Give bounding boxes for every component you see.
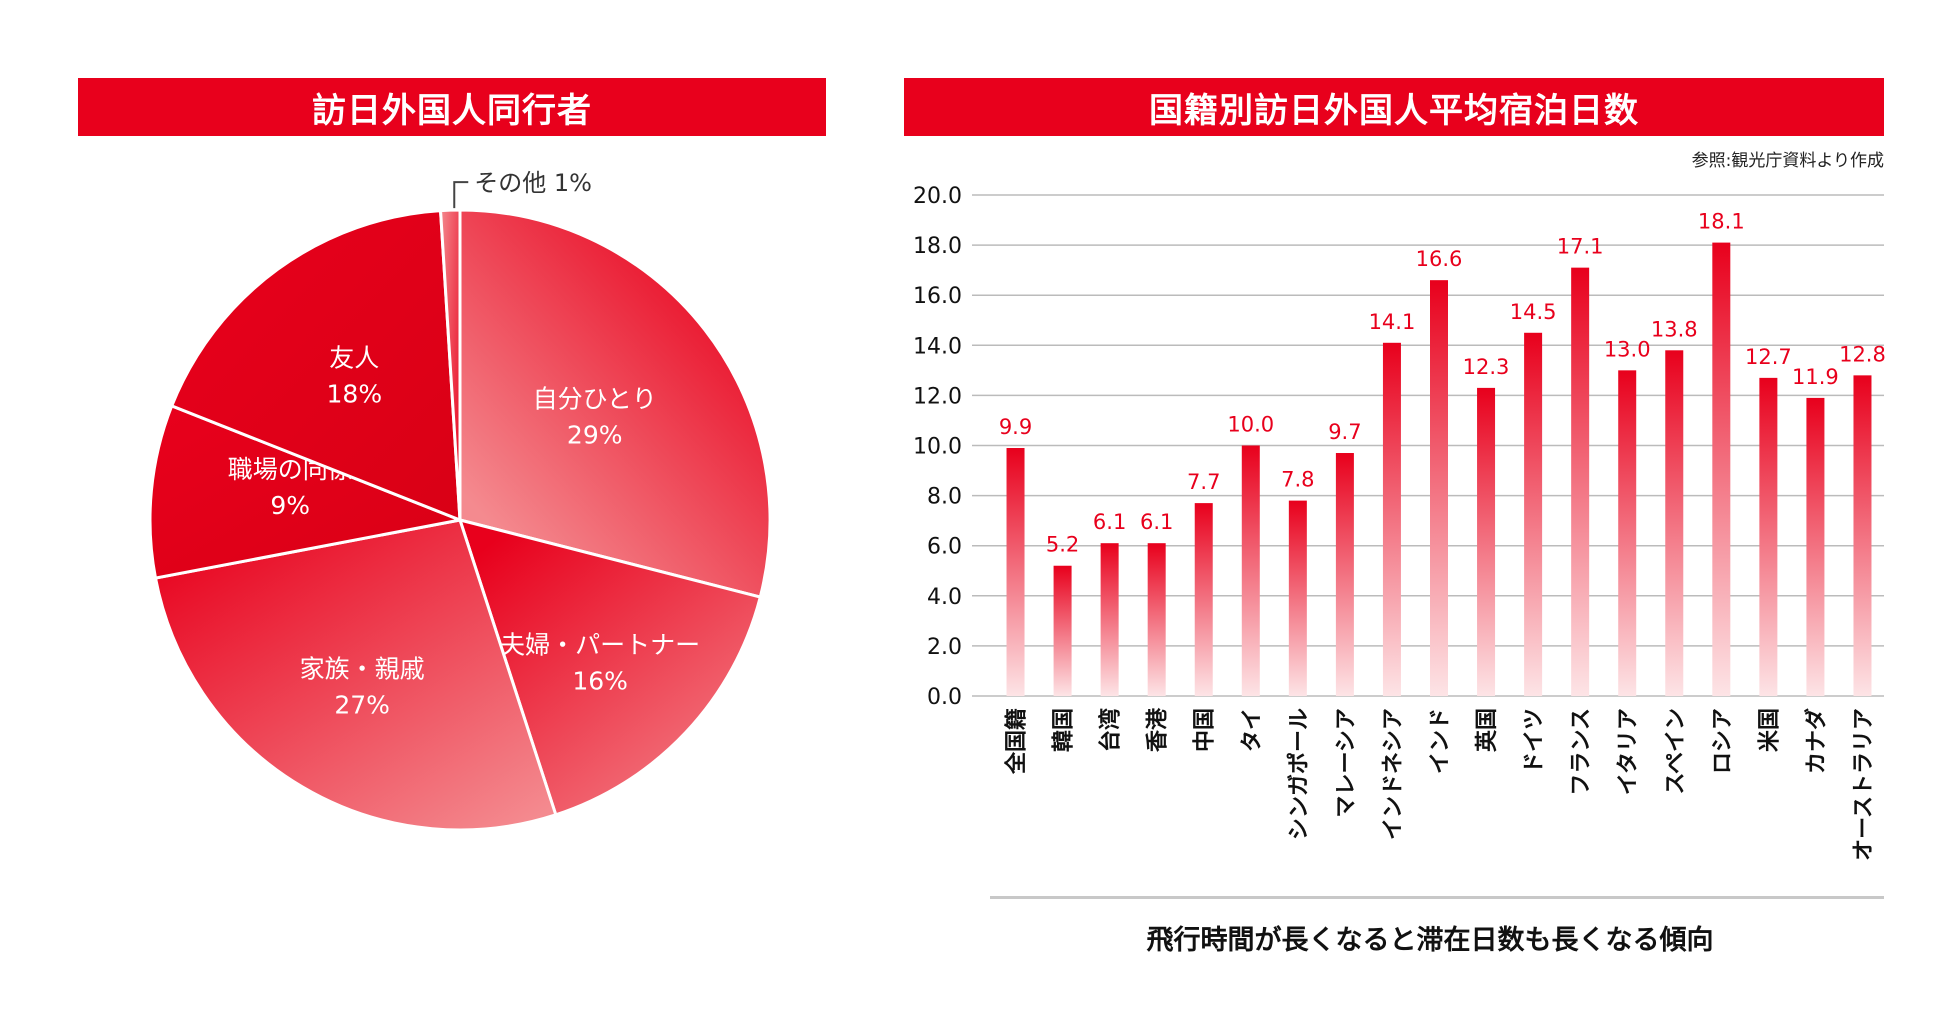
bar	[1853, 375, 1872, 696]
bar-value-label: 14.1	[1369, 310, 1416, 334]
y-tick-label: 20.0	[913, 184, 962, 209]
bar	[1759, 377, 1778, 696]
bar-chart-caption: 飛行時間が長くなると滞在日数も長くなる傾向	[1146, 925, 1714, 956]
bar-value-label: 9.7	[1328, 420, 1361, 444]
x-category-label: マレーシア	[1334, 708, 1359, 818]
bar-value-label: 16.6	[1416, 247, 1463, 271]
bar	[1241, 445, 1260, 696]
y-tick-label: 0.0	[927, 685, 962, 710]
pie-slice-value: 16%	[572, 667, 628, 696]
x-category-label: オーストラリア	[1851, 708, 1876, 861]
y-tick-label: 14.0	[913, 334, 962, 359]
bar-value-label: 5.2	[1046, 533, 1079, 557]
pie-slice-label: 自分ひとり	[533, 384, 657, 413]
bar	[1477, 387, 1496, 696]
pie-slice-value: 18%	[327, 380, 383, 409]
y-tick-label: 16.0	[913, 284, 962, 309]
x-category-label: 米国	[1757, 708, 1782, 752]
bar-value-label: 13.8	[1651, 317, 1698, 341]
x-category-label: タイ	[1240, 708, 1265, 752]
x-category-label: ロシア	[1710, 708, 1735, 774]
x-category-label: ドイツ	[1522, 708, 1547, 774]
pie-slice-label: 家族・親戚	[300, 654, 425, 683]
x-category-label: スペイン	[1663, 708, 1688, 794]
bar	[1100, 543, 1119, 696]
divider-line	[990, 896, 1884, 899]
x-category-label: 中国	[1193, 708, 1218, 752]
x-category-label: インド	[1428, 708, 1453, 774]
bar	[1194, 503, 1213, 696]
pie-slice	[148, 403, 466, 580]
pie-slice	[153, 518, 558, 832]
y-tick-label: 10.0	[913, 435, 962, 460]
bar-value-label: 11.9	[1792, 365, 1839, 389]
y-tick-label: 4.0	[927, 585, 962, 610]
bar-value-label: 6.1	[1093, 510, 1126, 534]
bar-chart: 0.0 2.0 4.0 6.0 8.0 10.0 12.0 14.0 16.0 18.0 20.0 9…	[913, 184, 1886, 861]
bar	[1053, 565, 1072, 696]
pie-slice	[169, 209, 462, 523]
bar	[1712, 242, 1731, 696]
bar-value-label: 12.3	[1463, 355, 1510, 379]
pie-chart: 自分ひとり29%夫婦・パートナー16%家族・親戚27%職場の同僚9%友人18%そ…	[148, 169, 772, 832]
x-category-label: カナダ	[1803, 708, 1829, 774]
pie-slice-label: その他 1%	[474, 169, 592, 197]
bar	[1806, 397, 1825, 696]
bar-value-label: 12.8	[1839, 342, 1886, 366]
x-category-label: 台湾	[1098, 708, 1124, 752]
bar-value-label: 6.1	[1140, 510, 1173, 534]
bar-value-label: 17.1	[1557, 235, 1604, 259]
x-category-label: 香港	[1146, 707, 1171, 752]
bar-value-label: 10.0	[1227, 413, 1274, 437]
pie-slice-label: 友人	[329, 344, 379, 373]
bar	[1147, 543, 1166, 696]
bar-value-label: 12.7	[1745, 345, 1792, 369]
bar-value-label: 7.7	[1187, 470, 1220, 494]
pie-leader-line	[453, 181, 469, 209]
x-category-label: 英国	[1475, 708, 1500, 752]
bar	[1430, 280, 1448, 696]
bar-chart-title: 国籍別訪日外国人平均宿泊日数	[904, 78, 1884, 136]
pie-slice-value: 27%	[334, 690, 390, 719]
pie-slice	[458, 208, 772, 599]
bar	[1006, 448, 1025, 696]
bar-value-label: 18.1	[1698, 210, 1745, 234]
x-category-label: インドネシア	[1381, 708, 1406, 840]
y-tick-label: 2.0	[927, 635, 962, 660]
bar	[1288, 500, 1307, 696]
bar-value-label: 14.5	[1510, 300, 1557, 324]
x-category-label: 韓国	[1051, 708, 1077, 752]
x-category-label: フランス	[1569, 708, 1594, 796]
y-tick-label: 18.0	[913, 234, 962, 259]
bar-value-label: 7.8	[1281, 468, 1314, 492]
x-category-label: イタリア	[1616, 708, 1641, 795]
pie-slice-label: 夫婦・パートナー	[500, 631, 700, 660]
y-tick-label: 6.0	[927, 535, 962, 560]
bar	[1665, 350, 1684, 696]
pie-slice-value: 29%	[567, 420, 623, 449]
bar-value-label: 9.9	[999, 415, 1032, 439]
bar	[1335, 453, 1354, 696]
bar	[1382, 342, 1401, 696]
pie-chart-title: 訪日外国人同行者	[78, 78, 826, 136]
source-note: 参照:観光庁資料より作成	[1691, 151, 1884, 171]
bar	[1618, 370, 1637, 696]
pie-slice	[438, 208, 462, 521]
pie-slice-value: 9%	[270, 491, 310, 520]
pie-slice	[457, 517, 763, 817]
bar-value-label: 13.0	[1604, 337, 1651, 361]
bar	[1524, 332, 1543, 696]
y-tick-label: 8.0	[927, 485, 962, 510]
x-category-label: 全国籍	[1004, 708, 1030, 775]
x-category-label: シンガポール	[1286, 708, 1312, 840]
y-tick-label: 12.0	[913, 384, 962, 409]
bar	[1571, 267, 1590, 696]
